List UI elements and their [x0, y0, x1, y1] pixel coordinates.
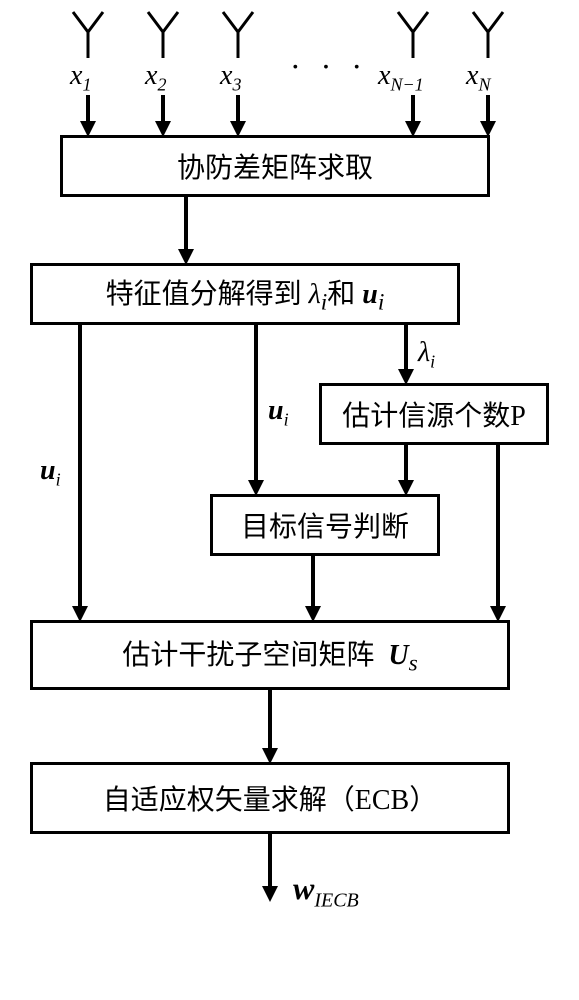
box-covariance: 协防差矩阵求取	[60, 135, 490, 197]
flowchart-container: x1 x2 x3 xN−1 xN · · · 协防差矩阵求取 特征值分解得到 λ…	[0, 0, 579, 1000]
arrow-b2-b3	[398, 325, 418, 385]
antenna-label-1: x1	[70, 60, 91, 96]
output-label: wIECB	[293, 870, 359, 912]
box-interference-subspace: 估计干扰子空间矩阵 Us	[30, 620, 510, 690]
antenna-label-4: xN−1	[378, 60, 424, 96]
antenna-label-2: x2	[145, 60, 166, 96]
edge-label-lambda: λi	[418, 337, 435, 373]
arrow-antenna-5	[480, 95, 500, 137]
antenna-label-5: xN	[466, 60, 490, 96]
antenna-2	[143, 10, 183, 60]
arrow-antenna-4	[405, 95, 425, 137]
antenna-label-3: x3	[220, 60, 241, 96]
arrow-b4-b5	[305, 556, 325, 622]
antenna-5	[468, 10, 508, 60]
box-estimate-sources-text: 估计信源个数P	[342, 394, 526, 434]
arrow-b3-b5	[490, 445, 510, 622]
box-interference-subspace-text: 估计干扰子空间矩阵 Us	[122, 633, 417, 678]
arrow-b2-b4	[248, 325, 268, 496]
box-covariance-text: 协防差矩阵求取	[177, 146, 373, 186]
arrow-antenna-3	[230, 95, 250, 137]
edge-label-ui-left: ui	[40, 455, 61, 491]
arrow-b1-b2	[178, 197, 198, 265]
arrow-b2-b5	[72, 325, 92, 622]
edge-label-ui-mid: ui	[268, 395, 289, 431]
box-adaptive-weight-text: 自适应权矢量求解（ECB）	[103, 778, 437, 818]
box-target-signal-text: 目标信号判断	[241, 505, 409, 545]
antenna-1	[68, 10, 108, 60]
arrow-b6-output	[262, 834, 282, 902]
antenna-4	[393, 10, 433, 60]
box-adaptive-weight: 自适应权矢量求解（ECB）	[30, 762, 510, 834]
box-eigendecomp-text: 特征值分解得到 λi和 ui	[106, 272, 385, 317]
arrow-b3-b4	[398, 445, 418, 496]
box-target-signal: 目标信号判断	[210, 494, 440, 556]
antenna-3	[218, 10, 258, 60]
antenna-ellipsis: · · ·	[290, 48, 368, 85]
box-eigendecomp: 特征值分解得到 λi和 ui	[30, 263, 460, 325]
arrow-antenna-1	[80, 95, 100, 137]
arrow-antenna-2	[155, 95, 175, 137]
arrow-b5-b6	[262, 690, 282, 764]
box-estimate-sources: 估计信源个数P	[319, 383, 549, 445]
